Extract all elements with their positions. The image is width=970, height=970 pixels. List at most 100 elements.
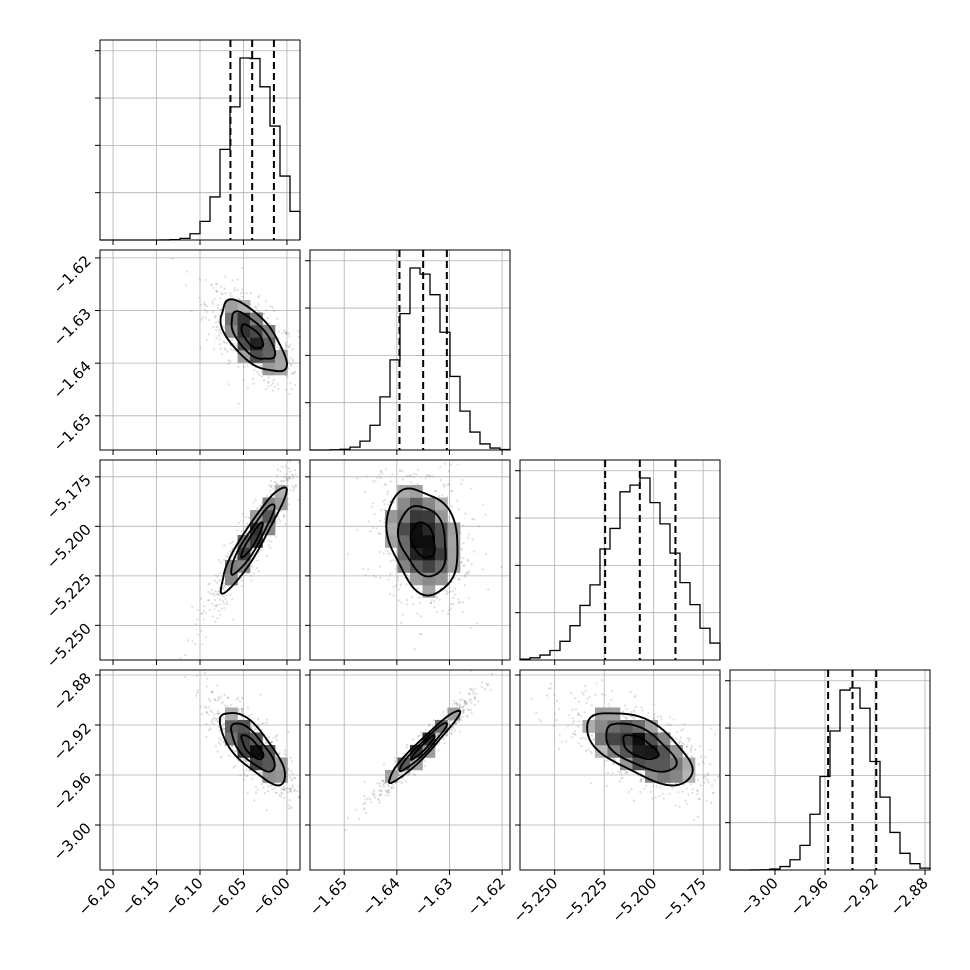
sample-point — [489, 688, 492, 691]
sample-point — [710, 801, 713, 805]
sample-point — [275, 483, 279, 486]
sample-point — [290, 371, 294, 375]
sample-point — [346, 817, 350, 820]
sample-point — [640, 771, 643, 775]
sample-point — [454, 593, 457, 596]
sample-point — [640, 706, 643, 709]
scatter-panel-3-2 — [519, 669, 728, 871]
sample-point — [306, 820, 308, 822]
sample-point — [581, 691, 584, 694]
density-cell — [422, 535, 436, 548]
sample-point — [393, 759, 397, 762]
sample-point — [639, 779, 642, 782]
sample-point — [216, 712, 219, 715]
contour-2sigma — [230, 310, 277, 360]
x-tick-label-1-3: −1.62 — [464, 874, 509, 919]
sample-point — [240, 288, 244, 291]
sample-point — [408, 771, 411, 775]
sample-point — [207, 333, 210, 336]
sample-point — [205, 706, 208, 709]
sample-point — [200, 597, 203, 600]
sample-point — [284, 388, 287, 391]
sample-point — [219, 695, 222, 698]
sample-point — [389, 500, 392, 503]
sample-point — [397, 774, 400, 777]
sample-point — [282, 516, 285, 519]
sample-point — [442, 710, 445, 714]
sample-point — [487, 588, 490, 591]
sample-point — [294, 370, 297, 373]
sample-point — [294, 484, 298, 487]
sample-point — [565, 740, 568, 743]
sample-point — [216, 684, 219, 687]
sample-point — [262, 312, 265, 315]
sample-point — [687, 793, 690, 796]
density-cell — [657, 757, 671, 771]
sample-point — [245, 524, 249, 527]
sample-point — [404, 780, 407, 783]
sample-point — [207, 583, 210, 586]
sample-point — [203, 278, 207, 281]
x-tick-label-1-1: −1.64 — [358, 874, 403, 919]
sample-point — [240, 579, 243, 582]
sample-point — [225, 594, 228, 597]
sample-point — [461, 709, 465, 712]
sample-point — [260, 375, 263, 378]
sample-point — [590, 752, 593, 755]
sample-point — [392, 585, 395, 588]
x-tick-label-3-0: −3.00 — [737, 874, 782, 919]
sample-point — [475, 692, 478, 695]
sample-point — [577, 742, 580, 745]
sample-point — [344, 828, 347, 832]
density-cell — [595, 720, 608, 733]
sample-point — [216, 617, 219, 620]
sample-point — [213, 316, 217, 319]
sample-point — [283, 329, 286, 332]
sample-point — [290, 473, 294, 476]
sample-point — [219, 347, 222, 350]
sample-point — [471, 518, 474, 521]
sample-point — [284, 465, 287, 468]
sample-point — [363, 794, 366, 798]
sample-point — [216, 593, 219, 596]
sample-point — [254, 785, 258, 788]
sample-point — [285, 753, 288, 756]
sample-point — [450, 732, 453, 735]
sample-point — [223, 744, 227, 748]
sample-point — [606, 759, 609, 762]
sample-point — [401, 470, 404, 473]
sample-point — [243, 774, 246, 777]
sample-point — [487, 683, 490, 686]
sample-point — [379, 532, 382, 536]
sample-point — [398, 470, 402, 473]
sample-point — [547, 687, 551, 690]
sample-point — [217, 320, 220, 323]
sample-point — [405, 746, 408, 749]
sample-point — [291, 358, 294, 361]
sample-point — [186, 270, 189, 273]
sample-point — [250, 579, 253, 582]
sample-point — [216, 304, 219, 307]
sample-point — [660, 718, 663, 721]
sample-point — [458, 578, 461, 581]
sample-point — [260, 782, 264, 785]
sample-point — [226, 555, 230, 558]
sample-point — [582, 693, 585, 696]
sample-point — [205, 338, 208, 341]
sample-point — [726, 817, 728, 819]
sample-point — [589, 750, 592, 753]
sample-point — [229, 550, 232, 553]
sample-point — [594, 693, 597, 696]
sample-point — [226, 350, 229, 353]
sample-point — [437, 732, 440, 735]
sample-point — [710, 784, 714, 787]
density-cell — [250, 732, 263, 746]
density-cell — [410, 510, 423, 523]
density-cell — [410, 547, 423, 561]
sample-point — [399, 621, 403, 625]
sample-point — [387, 578, 390, 581]
sample-point — [196, 691, 199, 694]
sample-point — [473, 696, 476, 699]
sample-point — [458, 691, 461, 694]
sample-point — [253, 799, 256, 802]
